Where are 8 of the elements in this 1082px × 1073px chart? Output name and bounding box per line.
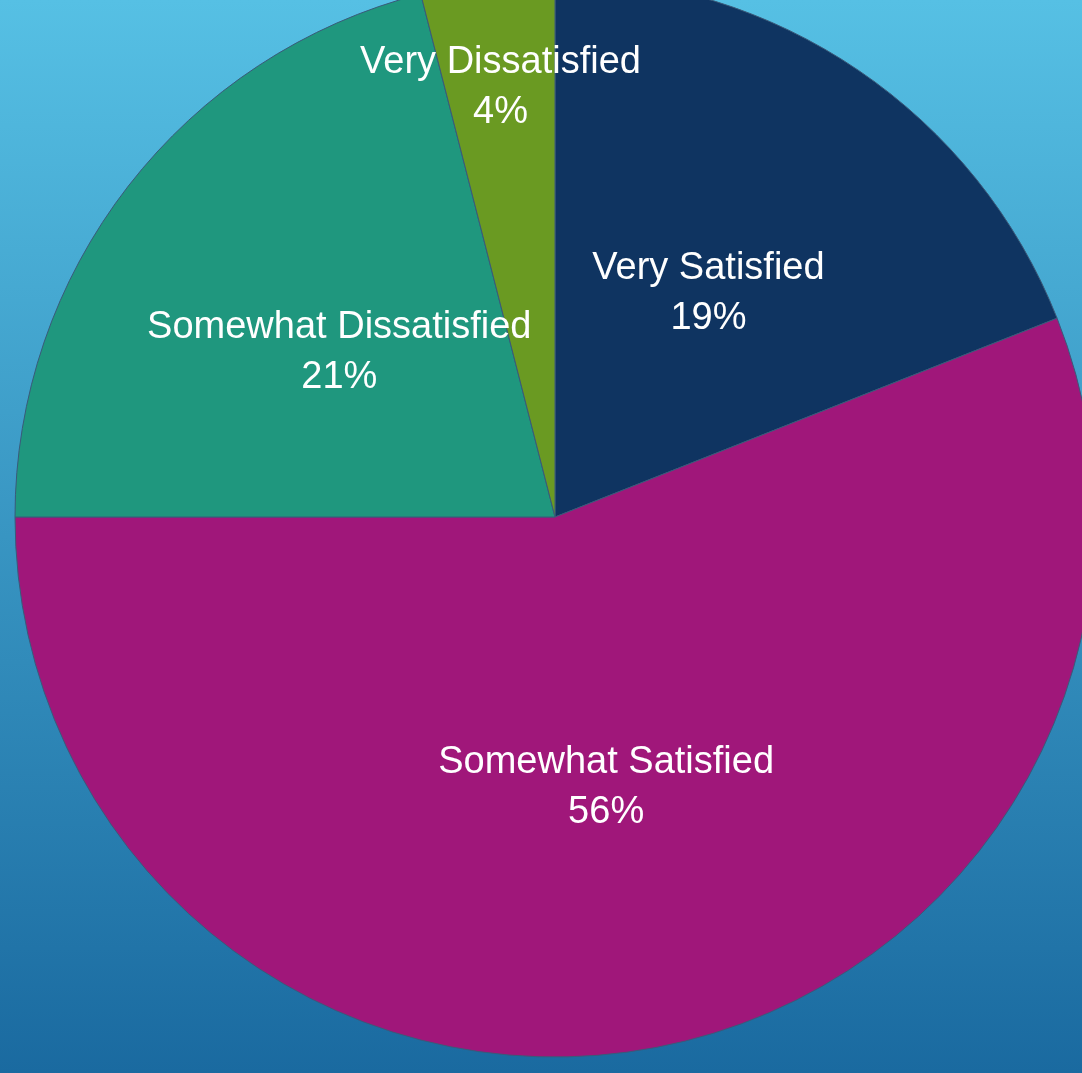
data-label: 4% xyxy=(473,89,528,132)
slice-label: Somewhat Dissatisfied xyxy=(147,303,532,346)
slice-label: Very Satisfied xyxy=(592,245,825,288)
data-label: 56% xyxy=(568,789,645,832)
slice-label: Very Dissatisfied xyxy=(360,39,641,82)
data-label: 21% xyxy=(301,353,378,396)
data-label: 19% xyxy=(670,295,747,338)
slice-label: Somewhat Satisfied xyxy=(438,739,775,782)
